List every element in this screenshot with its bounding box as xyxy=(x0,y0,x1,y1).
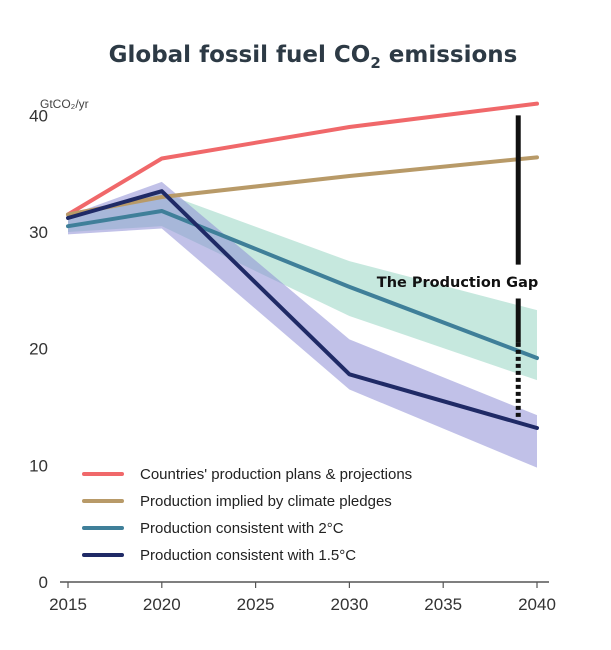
x-tick-label: 2030 xyxy=(330,595,368,614)
gap-label: The Production Gap xyxy=(377,275,538,291)
band-0 xyxy=(68,192,537,381)
y-tick-label: 10 xyxy=(29,456,48,475)
production-gap-annotation: The Production Gap xyxy=(377,115,538,419)
y-tick-label: 30 xyxy=(29,223,48,242)
x-tick-label: 2015 xyxy=(49,595,87,614)
legend-label: Production implied by climate pledges xyxy=(140,493,392,510)
x-tick-label: 2025 xyxy=(237,595,275,614)
y-tick-label: 20 xyxy=(29,340,48,359)
series-line-3 xyxy=(66,189,539,430)
legend: Countries' production plans & projection… xyxy=(82,466,412,564)
y-tick-label: 40 xyxy=(29,106,48,125)
series-lines xyxy=(66,101,539,430)
x-tick-label: 2040 xyxy=(518,595,556,614)
y-tick-label: 0 xyxy=(39,573,48,592)
y-axis-unit-label: GtCO₂/yr xyxy=(40,97,89,111)
uncertainty-bands xyxy=(68,181,537,468)
legend-label: Production consistent with 1.5°C xyxy=(140,547,356,564)
chart-title: Global fossil fuel CO2 emissions xyxy=(109,42,518,72)
x-tick-label: 2035 xyxy=(424,595,462,614)
x-tick-label: 2020 xyxy=(143,595,181,614)
series-line-0 xyxy=(66,101,539,217)
legend-label: Countries' production plans & projection… xyxy=(140,466,412,483)
series-line-2 xyxy=(66,209,539,360)
legend-label: Production consistent with 2°C xyxy=(140,520,344,537)
